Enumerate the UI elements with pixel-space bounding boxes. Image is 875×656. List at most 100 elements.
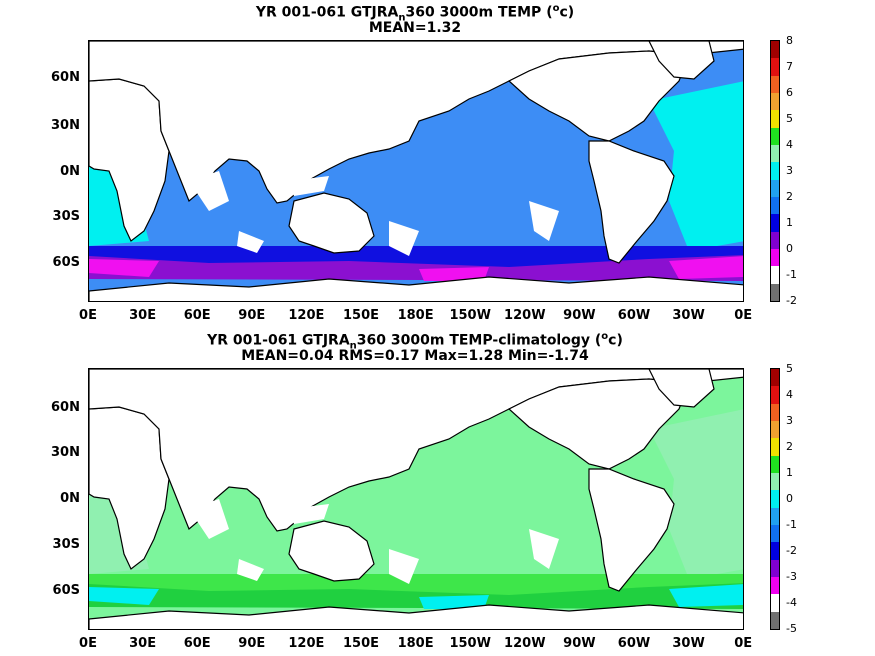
no-data-region — [237, 559, 264, 581]
colorbar-swatch — [771, 403, 779, 421]
colorbar-swatch — [771, 110, 779, 128]
colorbar-label: 7 — [786, 60, 793, 73]
title-unit: c) — [608, 332, 623, 349]
map-svg — [89, 369, 743, 629]
lon-label: 0E — [734, 308, 753, 323]
colorbar-swatch — [771, 231, 779, 249]
colorbar-swatch — [771, 438, 779, 456]
panel-stats: MEAN=1.32 — [368, 20, 462, 36]
magenta-patch-east — [669, 584, 743, 607]
title-subscript: n — [398, 12, 406, 24]
no-data-region — [237, 231, 264, 253]
colorbar-swatch — [771, 179, 779, 197]
deep-south-band — [89, 583, 743, 609]
title-text-2: 360 3000m TEMP ( — [405, 4, 553, 21]
lon-label: 60E — [183, 308, 211, 323]
colorbar-label: 3 — [786, 414, 793, 427]
colorbar-swatch — [771, 92, 779, 111]
colorbar-swatch — [771, 507, 779, 525]
colorbar-swatch — [771, 420, 779, 439]
title-text-2: 360 3000m TEMP-climatology ( — [356, 332, 602, 349]
title-subscript: n — [349, 340, 357, 352]
map-plot — [88, 40, 744, 302]
lat-label: 30S — [52, 209, 80, 224]
land-mass — [288, 520, 375, 582]
lon-label: 90W — [563, 308, 596, 323]
colorbar-label: 1 — [786, 466, 793, 479]
land-mass — [648, 369, 715, 408]
colorbar-label: 1 — [786, 216, 793, 229]
no-data-region — [529, 529, 559, 569]
colorbar-label: 2 — [786, 440, 793, 453]
colorbar-swatch — [771, 162, 779, 180]
lon-label: 150W — [449, 636, 491, 651]
land-mass — [89, 604, 743, 629]
lat-label: 60S — [52, 583, 80, 598]
lon-label: 120E — [288, 308, 325, 323]
colorbar-swatch — [771, 283, 779, 301]
atlantic-region — [649, 409, 743, 579]
colorbar-label: -2 — [786, 544, 797, 557]
lon-label: 150E — [342, 636, 380, 651]
land-mass — [288, 192, 375, 254]
lat-label: 60N — [51, 400, 80, 415]
colorbar-swatch — [771, 542, 779, 560]
lon-label: 180E — [397, 308, 434, 323]
land-mass — [648, 41, 715, 80]
colorbar-label: 6 — [786, 86, 793, 99]
colorbar-label: -5 — [786, 622, 797, 635]
no-data-region — [289, 504, 329, 524]
lon-label: 90W — [563, 636, 596, 651]
colorbar-label: 4 — [786, 138, 793, 151]
lon-label: 30E — [129, 636, 157, 651]
panel-stats: MEAN=0.04 RMS=0.17 Max=1.28 Min=-1.74 — [241, 348, 589, 364]
title-text: YR 001-061 GTJRA — [255, 4, 399, 21]
lon-label: 0E — [734, 636, 753, 651]
lat-label: 30N — [51, 445, 80, 460]
land-mass — [588, 140, 675, 264]
colorbar-swatch — [771, 611, 779, 629]
no-data-region — [189, 499, 229, 539]
colorbar-label: -1 — [786, 268, 797, 281]
colorbar-label: -4 — [786, 596, 797, 609]
magenta-patch-east — [669, 256, 743, 279]
magenta-patch-south — [419, 595, 489, 609]
lon-label: 30W — [672, 308, 705, 323]
land-mass — [89, 276, 743, 301]
lon-label: 60W — [617, 636, 651, 651]
lon-label: 180E — [397, 636, 434, 651]
land-mass — [588, 468, 675, 592]
land-mass — [507, 50, 690, 142]
colorbar-label: 3 — [786, 164, 793, 177]
panel-title: YR 001-061 GTJRAn360 3000m TEMP-climatol… — [0, 328, 830, 355]
deep-south-band — [89, 255, 743, 281]
colorbar-swatch — [771, 248, 779, 267]
lon-label: 120W — [504, 308, 546, 323]
no-data-region — [389, 549, 419, 584]
colorbar-label: -2 — [786, 294, 797, 307]
lon-label: 60E — [183, 636, 211, 651]
map-svg — [89, 41, 743, 301]
lon-label: 150E — [342, 308, 380, 323]
no-data-region — [389, 221, 419, 256]
colorbar-swatch — [771, 576, 779, 595]
colorbar-label: -3 — [786, 570, 797, 583]
colorbar-swatch — [771, 472, 779, 491]
panel-bottom: YR 001-061 GTJRAn360 3000m TEMP-climatol… — [0, 328, 875, 656]
lon-label: 0E — [79, 636, 97, 651]
colorbar-swatch — [771, 144, 779, 163]
lat-label: 30S — [52, 537, 80, 552]
panel-title: YR 001-061 GTJRAn360 3000m TEMP (oc) — [0, 0, 830, 27]
magenta-patch-south — [419, 267, 489, 281]
colorbar-swatch — [771, 369, 779, 387]
lat-label: 60N — [51, 70, 80, 85]
lon-label: 120W — [504, 636, 546, 651]
lon-label: 150W — [449, 308, 491, 323]
colorbar-swatch — [771, 386, 779, 404]
colorbar-swatch — [771, 559, 779, 577]
lon-label: 30W — [672, 636, 705, 651]
panel-top: YR 001-061 GTJRAn360 3000m TEMP (oc) MEA… — [0, 0, 830, 323]
magenta-patch-west — [89, 587, 159, 605]
land-mass — [507, 378, 690, 470]
colorbar-swatch — [771, 266, 779, 284]
